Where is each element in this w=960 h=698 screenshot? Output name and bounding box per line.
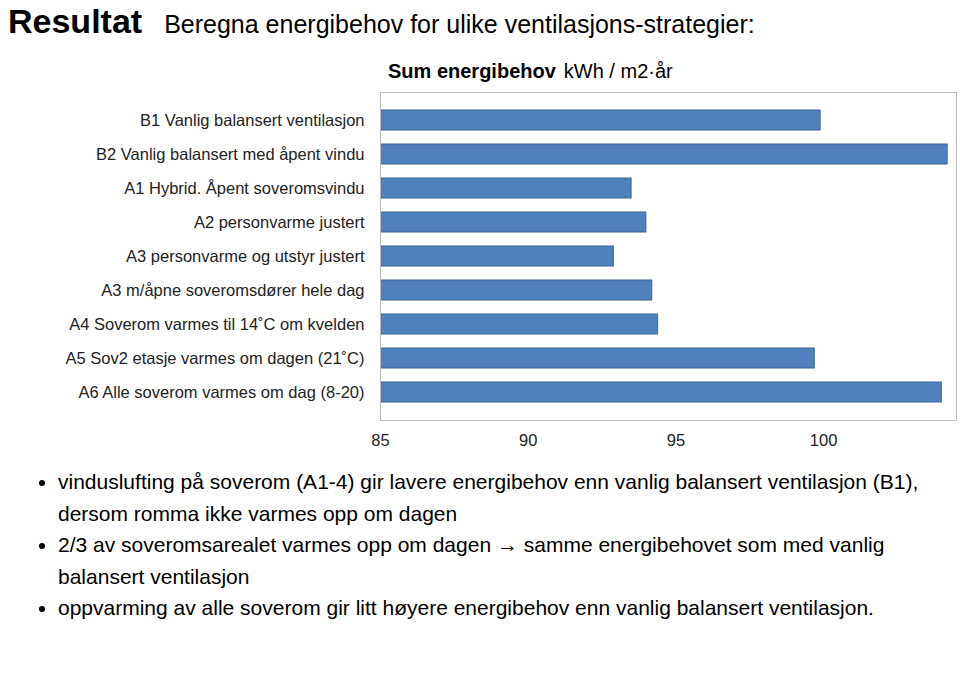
svg-text:A3 personvarme og utstyr juste: A3 personvarme og utstyr justert bbox=[126, 247, 365, 265]
svg-text:A5 Sov2 etasje varmes om dagen: A5 Sov2 etasje varmes om dagen (21˚C) bbox=[66, 349, 365, 367]
svg-text:95: 95 bbox=[667, 431, 685, 449]
svg-text:A2 personvarme justert: A2 personvarme justert bbox=[194, 213, 365, 231]
svg-text:A4 Soverom varmes til 14˚C om: A4 Soverom varmes til 14˚C om kvelden bbox=[69, 315, 364, 333]
html-text:oppvarming av alle soverom gir: oppvarming av alle soverom gir litt høye… bbox=[58, 596, 874, 619]
html-text:Resultat: Resultat bbox=[8, 2, 143, 40]
svg-text:B2 Vanlig balansert med åpent: B2 Vanlig balansert med åpent vindu bbox=[96, 145, 364, 163]
html-text:2/3 av soveromsarealet varmes: 2/3 av soveromsarealet varmes opp om dag… bbox=[58, 533, 885, 588]
svg-text:100: 100 bbox=[810, 431, 838, 449]
html-text:Beregna energibehov for ulike: Beregna energibehov for ulike ventilasjo… bbox=[164, 10, 755, 38]
svg-text:A1 Hybrid. Åpent soveromsvindu: A1 Hybrid. Åpent soveromsvindu bbox=[124, 179, 364, 197]
svg-text:90: 90 bbox=[519, 431, 537, 449]
svg-text:B1 Vanlig balansert ventilasjo: B1 Vanlig balansert ventilasjon bbox=[140, 111, 364, 129]
svg-text:A3 m/åpne soveromsdører hele d: A3 m/åpne soveromsdører hele dag bbox=[101, 281, 364, 299]
html-text:Sum energibehov kWh / m2·år: Sum energibehov kWh / m2·år bbox=[388, 60, 673, 82]
svg-text:85: 85 bbox=[371, 431, 389, 449]
svg-text:A6 Alle soverom varmes om dag: A6 Alle soverom varmes om dag (8-20) bbox=[78, 383, 364, 401]
html-text:vinduslufting på soverom (A1-4: vinduslufting på soverom (A1-4) gir lave… bbox=[58, 470, 919, 525]
